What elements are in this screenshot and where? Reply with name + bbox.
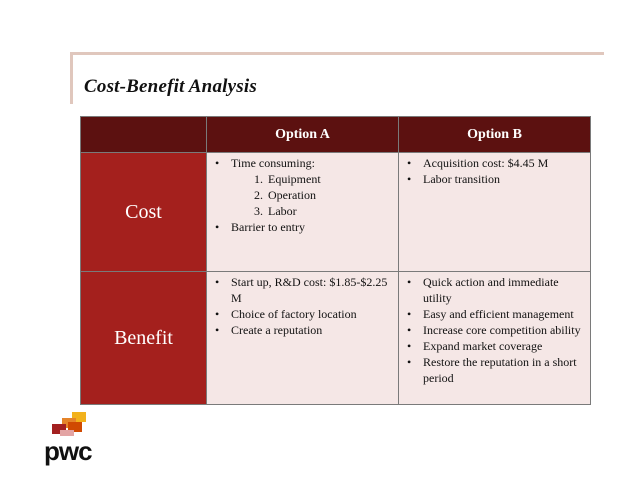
list-item: Choice of factory location — [215, 306, 390, 322]
frame-top-line — [70, 52, 604, 55]
logo-block — [72, 412, 86, 422]
logo-block — [68, 422, 82, 432]
table-header-row: Option A Option B — [80, 116, 591, 153]
list-item: Increase core competition ability — [407, 322, 582, 338]
list-item: Barrier to entry — [215, 219, 390, 235]
cell-benefit-option-a: Start up, R&D cost: $1.85-$2.25 M Choice… — [206, 271, 399, 405]
row-header-benefit: Benefit — [80, 271, 207, 405]
column-header-option-a: Option A — [206, 116, 399, 153]
list-item: Restore the reputation in a short period — [407, 354, 582, 386]
list-item: Create a reputation — [215, 322, 390, 338]
list-item: Start up, R&D cost: $1.85-$2.25 M — [215, 274, 390, 306]
table-row-benefit: Benefit Start up, R&D cost: $1.85-$2.25 … — [80, 271, 591, 405]
cell-cost-option-a: Time consuming: Equipment Operation Labo… — [206, 152, 399, 272]
cell-cost-option-b: Acquisition cost: $4.45 M Labor transiti… — [398, 152, 591, 272]
sub-list-item: Equipment — [266, 171, 390, 187]
frame-left-line — [70, 52, 73, 104]
cost-benefit-table: Option A Option B Cost Time consuming: E… — [80, 116, 591, 405]
pwc-logo-text: pwc — [44, 436, 93, 466]
list-item: Time consuming: Equipment Operation Labo… — [215, 155, 390, 219]
slide-title: Cost-Benefit Analysis — [84, 76, 257, 97]
list-item: Expand market coverage — [407, 338, 582, 354]
list-item: Easy and efficient management — [407, 306, 582, 322]
cell-benefit-option-b: Quick action and immediate utility Easy … — [398, 271, 591, 405]
list-item: Labor transition — [407, 171, 582, 187]
logo-block — [52, 424, 66, 434]
column-header-option-b: Option B — [398, 116, 591, 153]
corner-cell — [80, 116, 207, 153]
list-item-text: Time consuming: — [231, 156, 315, 170]
list-item: Quick action and immediate utility — [407, 274, 582, 306]
logo-block — [60, 430, 74, 436]
table-row-cost: Cost Time consuming: Equipment Operation… — [80, 152, 591, 272]
list-item: Acquisition cost: $4.45 M — [407, 155, 582, 171]
row-header-cost: Cost — [80, 152, 207, 272]
sub-list-item: Labor — [266, 203, 390, 219]
pwc-logo-mark-icon — [52, 412, 86, 436]
sub-list-item: Operation — [266, 187, 390, 203]
